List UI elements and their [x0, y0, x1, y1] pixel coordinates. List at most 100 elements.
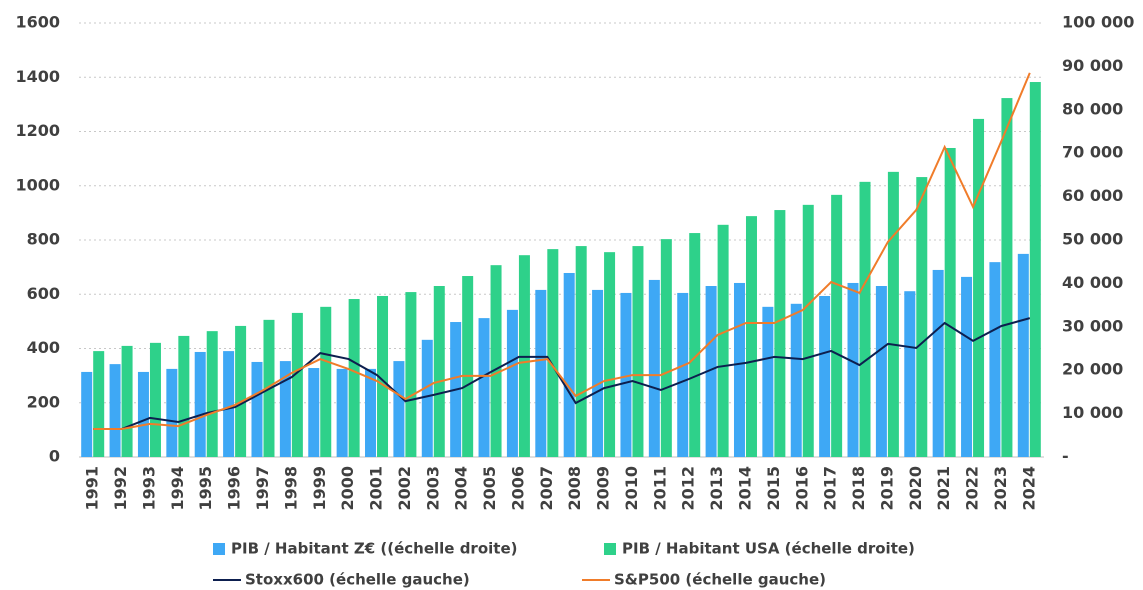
legend-swatch: [213, 543, 225, 555]
y2-tick-label: 40 000: [1062, 273, 1123, 292]
bar: [705, 286, 717, 457]
x-tick-label: 1994: [168, 466, 187, 511]
bar: [279, 361, 291, 457]
bar: [1001, 98, 1013, 457]
legend-label: PIB / Habitant USA (échelle droite): [622, 540, 915, 558]
bar: [717, 224, 729, 457]
y-tick-label: 1600: [15, 13, 60, 32]
bar: [660, 239, 672, 457]
legend-label: S&P500 (échelle gauche): [614, 571, 826, 589]
x-tick-label: 2007: [537, 466, 556, 511]
bar: [348, 299, 360, 457]
y2-tick-label: 80 000: [1062, 99, 1123, 118]
y2-tick-label: -: [1062, 447, 1069, 466]
y-tick-label: 800: [27, 230, 60, 249]
x-tick-label: 2009: [594, 466, 613, 511]
bar: [648, 279, 660, 457]
x-tick-label: 1991: [83, 466, 102, 511]
bar: [961, 276, 973, 457]
bar: [592, 289, 604, 457]
bar: [575, 246, 587, 457]
x-tick-label: 2021: [934, 466, 953, 511]
bar: [887, 171, 899, 457]
y-tick-label: 200: [27, 392, 60, 411]
y2-tick-label: 60 000: [1062, 186, 1123, 205]
bar: [462, 276, 474, 457]
bar: [689, 233, 701, 457]
bar: [535, 289, 547, 457]
bar: [109, 364, 121, 457]
x-tick-label: 2013: [707, 466, 726, 511]
y-tick-label: 0: [49, 447, 60, 466]
bar: [620, 292, 632, 457]
bar: [774, 210, 786, 457]
bar: [733, 282, 745, 457]
y-tick-label: 1400: [15, 67, 60, 86]
bar: [235, 325, 247, 457]
x-tick-label: 2022: [963, 466, 982, 511]
x-tick-label: 1998: [281, 466, 300, 511]
x-tick-label: 1992: [111, 466, 130, 511]
bar: [365, 368, 377, 457]
legend-label: Stoxx600 (échelle gauche): [245, 571, 470, 589]
y2-tick-label: 90 000: [1062, 56, 1123, 75]
bar: [847, 282, 859, 457]
y-tick-label: 400: [27, 338, 60, 357]
x-tick-label: 2017: [821, 466, 840, 511]
bar: [93, 351, 105, 457]
x-tick-label: 2001: [367, 466, 386, 511]
x-tick-label: 2000: [338, 466, 357, 511]
y2-tick-label: 30 000: [1062, 316, 1123, 335]
bar: [932, 269, 944, 457]
bar: [81, 371, 93, 457]
bar: [308, 368, 320, 457]
x-tick-label: 2005: [480, 466, 499, 511]
bar: [166, 368, 178, 457]
x-tick-label: 2011: [650, 466, 669, 511]
bar: [762, 306, 774, 457]
x-tick-label: 2023: [991, 466, 1010, 511]
y2-tick-label: 10 000: [1062, 403, 1123, 422]
y-tick-label: 600: [27, 284, 60, 303]
bar: [563, 272, 575, 457]
x-tick-label: 2012: [679, 466, 698, 511]
bar: [802, 204, 814, 457]
y2-tick-label: 100 000: [1062, 13, 1134, 32]
x-tick-label: 1996: [225, 466, 244, 511]
x-tick-label: 1995: [196, 466, 215, 511]
bar: [291, 312, 303, 457]
bar: [1029, 82, 1041, 458]
bar: [223, 351, 235, 457]
x-tick-label: 2015: [764, 466, 783, 511]
y2-tick-label: 50 000: [1062, 230, 1123, 249]
bar: [490, 265, 502, 457]
x-tick-label: 2019: [877, 466, 896, 511]
x-tick-label: 1993: [139, 466, 158, 511]
y-tick-label: 1000: [15, 175, 60, 194]
bar: [604, 252, 616, 457]
x-tick-label: 2004: [452, 466, 471, 511]
legend-swatch: [604, 543, 616, 555]
bar: [393, 361, 405, 457]
bar: [944, 147, 956, 457]
bar: [831, 194, 843, 457]
bar: [547, 249, 559, 457]
bar: [632, 246, 644, 457]
x-tick-label: 2020: [906, 466, 925, 511]
bar: [506, 309, 518, 457]
x-tick-label: 2024: [1019, 466, 1038, 511]
bar: [819, 295, 831, 457]
x-tick-label: 1999: [310, 466, 329, 511]
bar: [149, 342, 161, 457]
x-tick-label: 1997: [253, 466, 272, 511]
bar: [790, 303, 802, 457]
bar: [745, 216, 757, 457]
x-tick-label: 2003: [423, 466, 442, 511]
legend-label: PIB / Habitant Z€ ((échelle droite): [231, 540, 517, 558]
line: [93, 317, 1031, 431]
x-tick-label: 2010: [622, 466, 641, 511]
y2-tick-label: 20 000: [1062, 360, 1123, 379]
x-tick-label: 2018: [849, 466, 868, 511]
bar: [478, 318, 490, 457]
